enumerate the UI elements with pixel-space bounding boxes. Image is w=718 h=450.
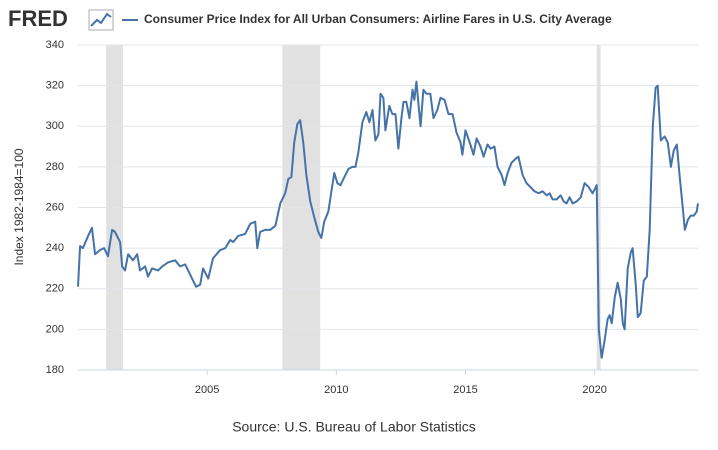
y-axis-label: Index 1982-1984=100 [12, 148, 26, 265]
y-tick-label: 240 [46, 242, 64, 254]
logo-icon [88, 9, 114, 31]
x-tick-label: 2010 [324, 384, 348, 396]
y-tick-label: 260 [46, 201, 64, 213]
x-tick-label: 2015 [453, 384, 477, 396]
y-tick-label: 280 [46, 161, 64, 173]
legend-label: Consumer Price Index for All Urban Consu… [144, 12, 612, 26]
y-tick-label: 340 [46, 39, 64, 51]
source: Source: U.S. Bureau of Labor Statistics [232, 419, 476, 435]
y-tick-label: 220 [46, 283, 64, 295]
x-tick-label: 2020 [582, 384, 606, 396]
y-tick-label: 320 [46, 80, 64, 92]
y-tick-label: 180 [46, 364, 64, 376]
logo: FRED [8, 6, 68, 31]
y-tick-label: 200 [46, 323, 64, 335]
x-tick-label: 2005 [195, 384, 219, 396]
data-line [77, 80, 699, 359]
y-tick-label: 300 [46, 120, 64, 132]
